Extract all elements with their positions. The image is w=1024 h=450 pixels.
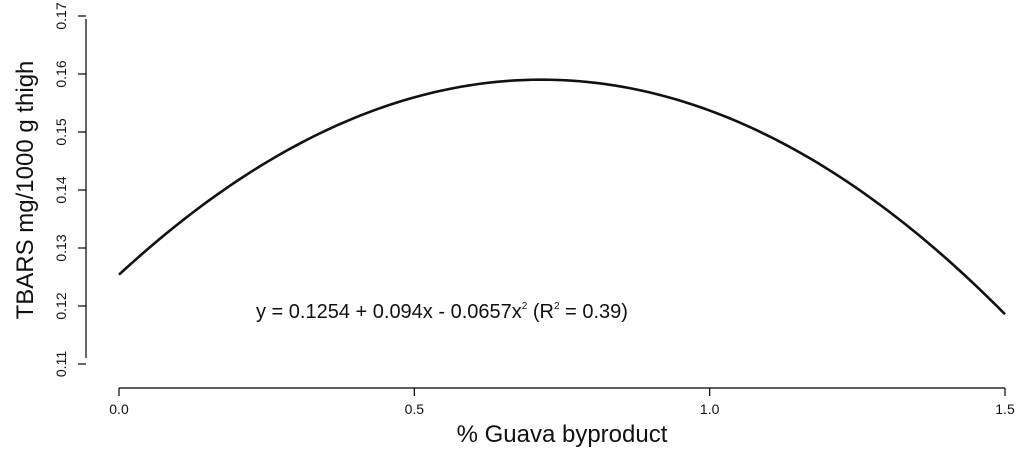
fitted-curve bbox=[118, 78, 1006, 316]
y-tick-label: 0.16 bbox=[53, 60, 69, 87]
x-tick-label: 1.0 bbox=[700, 401, 720, 417]
y-tick-label: 0.17 bbox=[53, 2, 69, 29]
equation-sup2: 2 bbox=[554, 301, 560, 312]
equation-end: = 0.39) bbox=[560, 301, 628, 323]
y-tick-label: 0.15 bbox=[53, 118, 69, 145]
x-axis-title: % Guava byproduct bbox=[457, 421, 668, 448]
equation-mid: (R bbox=[527, 301, 554, 323]
y-tick-label: 0.12 bbox=[53, 292, 69, 319]
x-tick-label: 0.0 bbox=[109, 401, 129, 417]
y-axis-title: TBARS mg/1000 g thigh bbox=[12, 61, 39, 320]
y-ticks: 0.11 0.12 0.13 0.14 0.15 0.16 0.17 bbox=[53, 2, 86, 377]
equation-main: y = 0.1254 + 0.094x - 0.0657x bbox=[256, 301, 522, 323]
x-tick-label: 1.5 bbox=[995, 401, 1015, 417]
equation-sup: 2 bbox=[522, 301, 528, 312]
y-tick-label: 0.14 bbox=[53, 176, 69, 203]
x-tick-label: 0.5 bbox=[405, 401, 425, 417]
y-tick-label: 0.13 bbox=[53, 234, 69, 261]
y-tick-label: 0.11 bbox=[53, 351, 69, 377]
x-ticks: 0.0 0.5 1.0 1.5 bbox=[109, 388, 1015, 417]
equation-annotation: y = 0.1254 + 0.094x - 0.0657x2 (R2 = 0.3… bbox=[256, 301, 628, 323]
